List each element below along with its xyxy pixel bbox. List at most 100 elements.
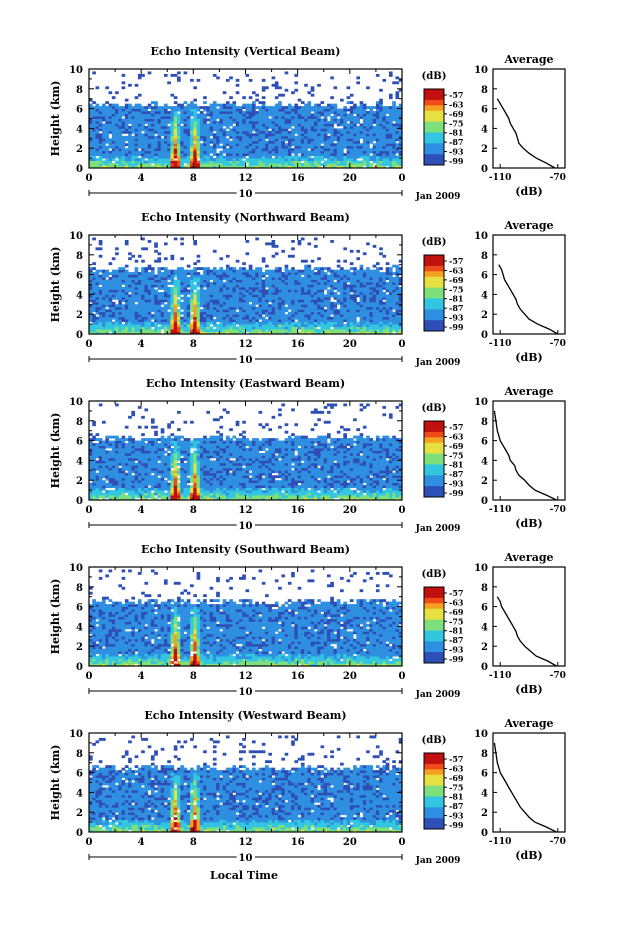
y-tick-label: 8	[76, 85, 83, 96]
colorbar-tick: -75	[449, 450, 463, 460]
x-tick-label: 0	[86, 173, 93, 184]
y-tick-label: 4	[76, 788, 83, 799]
y-tick-label: 0	[76, 164, 83, 175]
colorbar-tick: -81	[449, 294, 463, 304]
colorbar-tick: -57	[449, 90, 463, 100]
x-tick-label: 12	[239, 505, 253, 516]
panel-2: Echo Intensity (Eastward Beam) 0 2 4 6 8 10 Hei…	[49, 377, 566, 535]
panel-3: Echo Intensity (Southward Beam) 0 2 4 6 8 10 He…	[49, 543, 566, 701]
y-tick-label: 6	[76, 271, 83, 282]
y-tick-label: 10	[69, 397, 83, 408]
avg-x-label: (dB)	[515, 351, 542, 364]
y-tick-label: 4	[76, 456, 83, 467]
avg-profile-line	[493, 410, 557, 501]
y-tick-label: 4	[76, 290, 83, 301]
y-tick-label: 0	[76, 496, 83, 507]
y-tick-label: 2	[76, 310, 83, 321]
y-tick-label: 0	[76, 330, 83, 341]
x-tick-label: 8	[190, 671, 197, 682]
avg-x-label: (dB)	[515, 185, 542, 198]
x-tick-label: 8	[190, 505, 197, 516]
x-tick-label: 4	[138, 339, 145, 350]
avg-y-tick: 2	[481, 310, 488, 321]
colorbar-tick: -87	[449, 801, 463, 811]
avg-profile-line	[496, 596, 557, 667]
avg-y-tick: 8	[481, 251, 488, 262]
colorbar-tick: -87	[449, 303, 463, 313]
x-tick-label: 4	[138, 173, 145, 184]
avg-y-tick: 10	[474, 65, 488, 76]
colorbar-tick: -81	[449, 626, 463, 636]
panel-title: Echo Intensity (Southward Beam)	[141, 543, 350, 556]
colorbar-tick: -93	[449, 811, 464, 821]
avg-x-tick: -110	[489, 837, 512, 847]
x-tick-label: 8	[190, 339, 197, 350]
colorbar-tick: -75	[449, 118, 463, 128]
colorbar-unit: (dB)	[422, 735, 447, 746]
colorbar-tick: -93	[449, 313, 464, 323]
avg-x-tick: -70	[550, 339, 566, 349]
colorbar-tick: -63	[449, 597, 464, 607]
heatmap	[89, 569, 403, 667]
x-axis-label-local-time: Local Time	[210, 869, 278, 882]
avg-y-tick: 8	[481, 749, 488, 760]
avg-y-tick: 4	[481, 456, 488, 467]
y-tick-label: 0	[76, 662, 83, 673]
avg-x-tick: -110	[489, 505, 512, 515]
colorbar-tick: -69	[449, 441, 464, 451]
x-tick-label: 0	[86, 837, 93, 848]
y-tick-label: 8	[76, 251, 83, 262]
x-tick-label: 0	[399, 505, 406, 516]
panel-title: Echo Intensity (Vertical Beam)	[150, 45, 340, 58]
y-axis-label: Height (km)	[49, 413, 62, 489]
colorbar-tick: -99	[449, 156, 464, 166]
x-tick-label: 16	[291, 173, 305, 184]
colorbar-tick: -87	[449, 137, 463, 147]
colorbar-tick: -63	[449, 431, 464, 441]
panel-0: Echo Intensity (Vertical Beam) 0 2 4 6 8 10 Hei…	[49, 45, 566, 203]
x-tick-label: 16	[291, 837, 305, 848]
y-tick-label: 10	[69, 729, 83, 740]
avg-title: Average	[503, 717, 553, 730]
y-tick-label: 6	[76, 603, 83, 614]
date-label: Jan 2009	[415, 524, 461, 534]
y-axis-label: Height (km)	[49, 81, 62, 157]
colorbar-unit: (dB)	[422, 403, 447, 414]
heatmap	[89, 237, 403, 335]
avg-y-tick: 2	[481, 476, 488, 487]
y-axis-label: Height (km)	[49, 247, 62, 323]
colorbar-tick: -75	[449, 284, 463, 294]
y-tick-label: 10	[69, 563, 83, 574]
x-tick-label: 4	[138, 505, 145, 516]
avg-x-tick: -70	[550, 671, 566, 681]
x-tick-label: 12	[239, 837, 253, 848]
x-tick-label: 8	[190, 837, 197, 848]
panel-title: Echo Intensity (Westward Beam)	[144, 709, 346, 722]
avg-y-tick: 0	[481, 164, 488, 175]
panel-title: Echo Intensity (Northward Beam)	[141, 211, 350, 224]
y-tick-label: 2	[76, 144, 83, 155]
x-tick-label: 12	[239, 339, 253, 350]
colorbar-tick: -75	[449, 616, 463, 626]
avg-x-tick: -70	[550, 505, 566, 515]
avg-title: Average	[503, 385, 553, 398]
x-tick-label: 0	[86, 671, 93, 682]
avg-y-tick: 8	[481, 583, 488, 594]
avg-title: Average	[503, 219, 553, 232]
colorbar-tick: -57	[449, 256, 463, 266]
average-profile: Average 0 2 4 6 8 10 -110 -70 (dB)	[474, 385, 566, 530]
colorbar-tick: -69	[449, 773, 464, 783]
y-tick-label: 8	[76, 583, 83, 594]
colorbar-tick: -93	[449, 147, 464, 157]
y-tick-label: 2	[76, 476, 83, 487]
day-label: 10	[239, 189, 253, 200]
colorbar-tick: -81	[449, 460, 463, 470]
avg-y-tick: 0	[481, 828, 488, 839]
x-tick-label: 20	[343, 505, 357, 516]
avg-profile-line	[496, 98, 556, 169]
avg-x-label: (dB)	[515, 517, 542, 530]
colorbar-tick: -69	[449, 275, 464, 285]
colorbar-tick: -93	[449, 645, 464, 655]
colorbar: (dB)-57-63-69-75-81-87-93-99	[422, 403, 464, 498]
colorbar-tick: -87	[449, 635, 463, 645]
